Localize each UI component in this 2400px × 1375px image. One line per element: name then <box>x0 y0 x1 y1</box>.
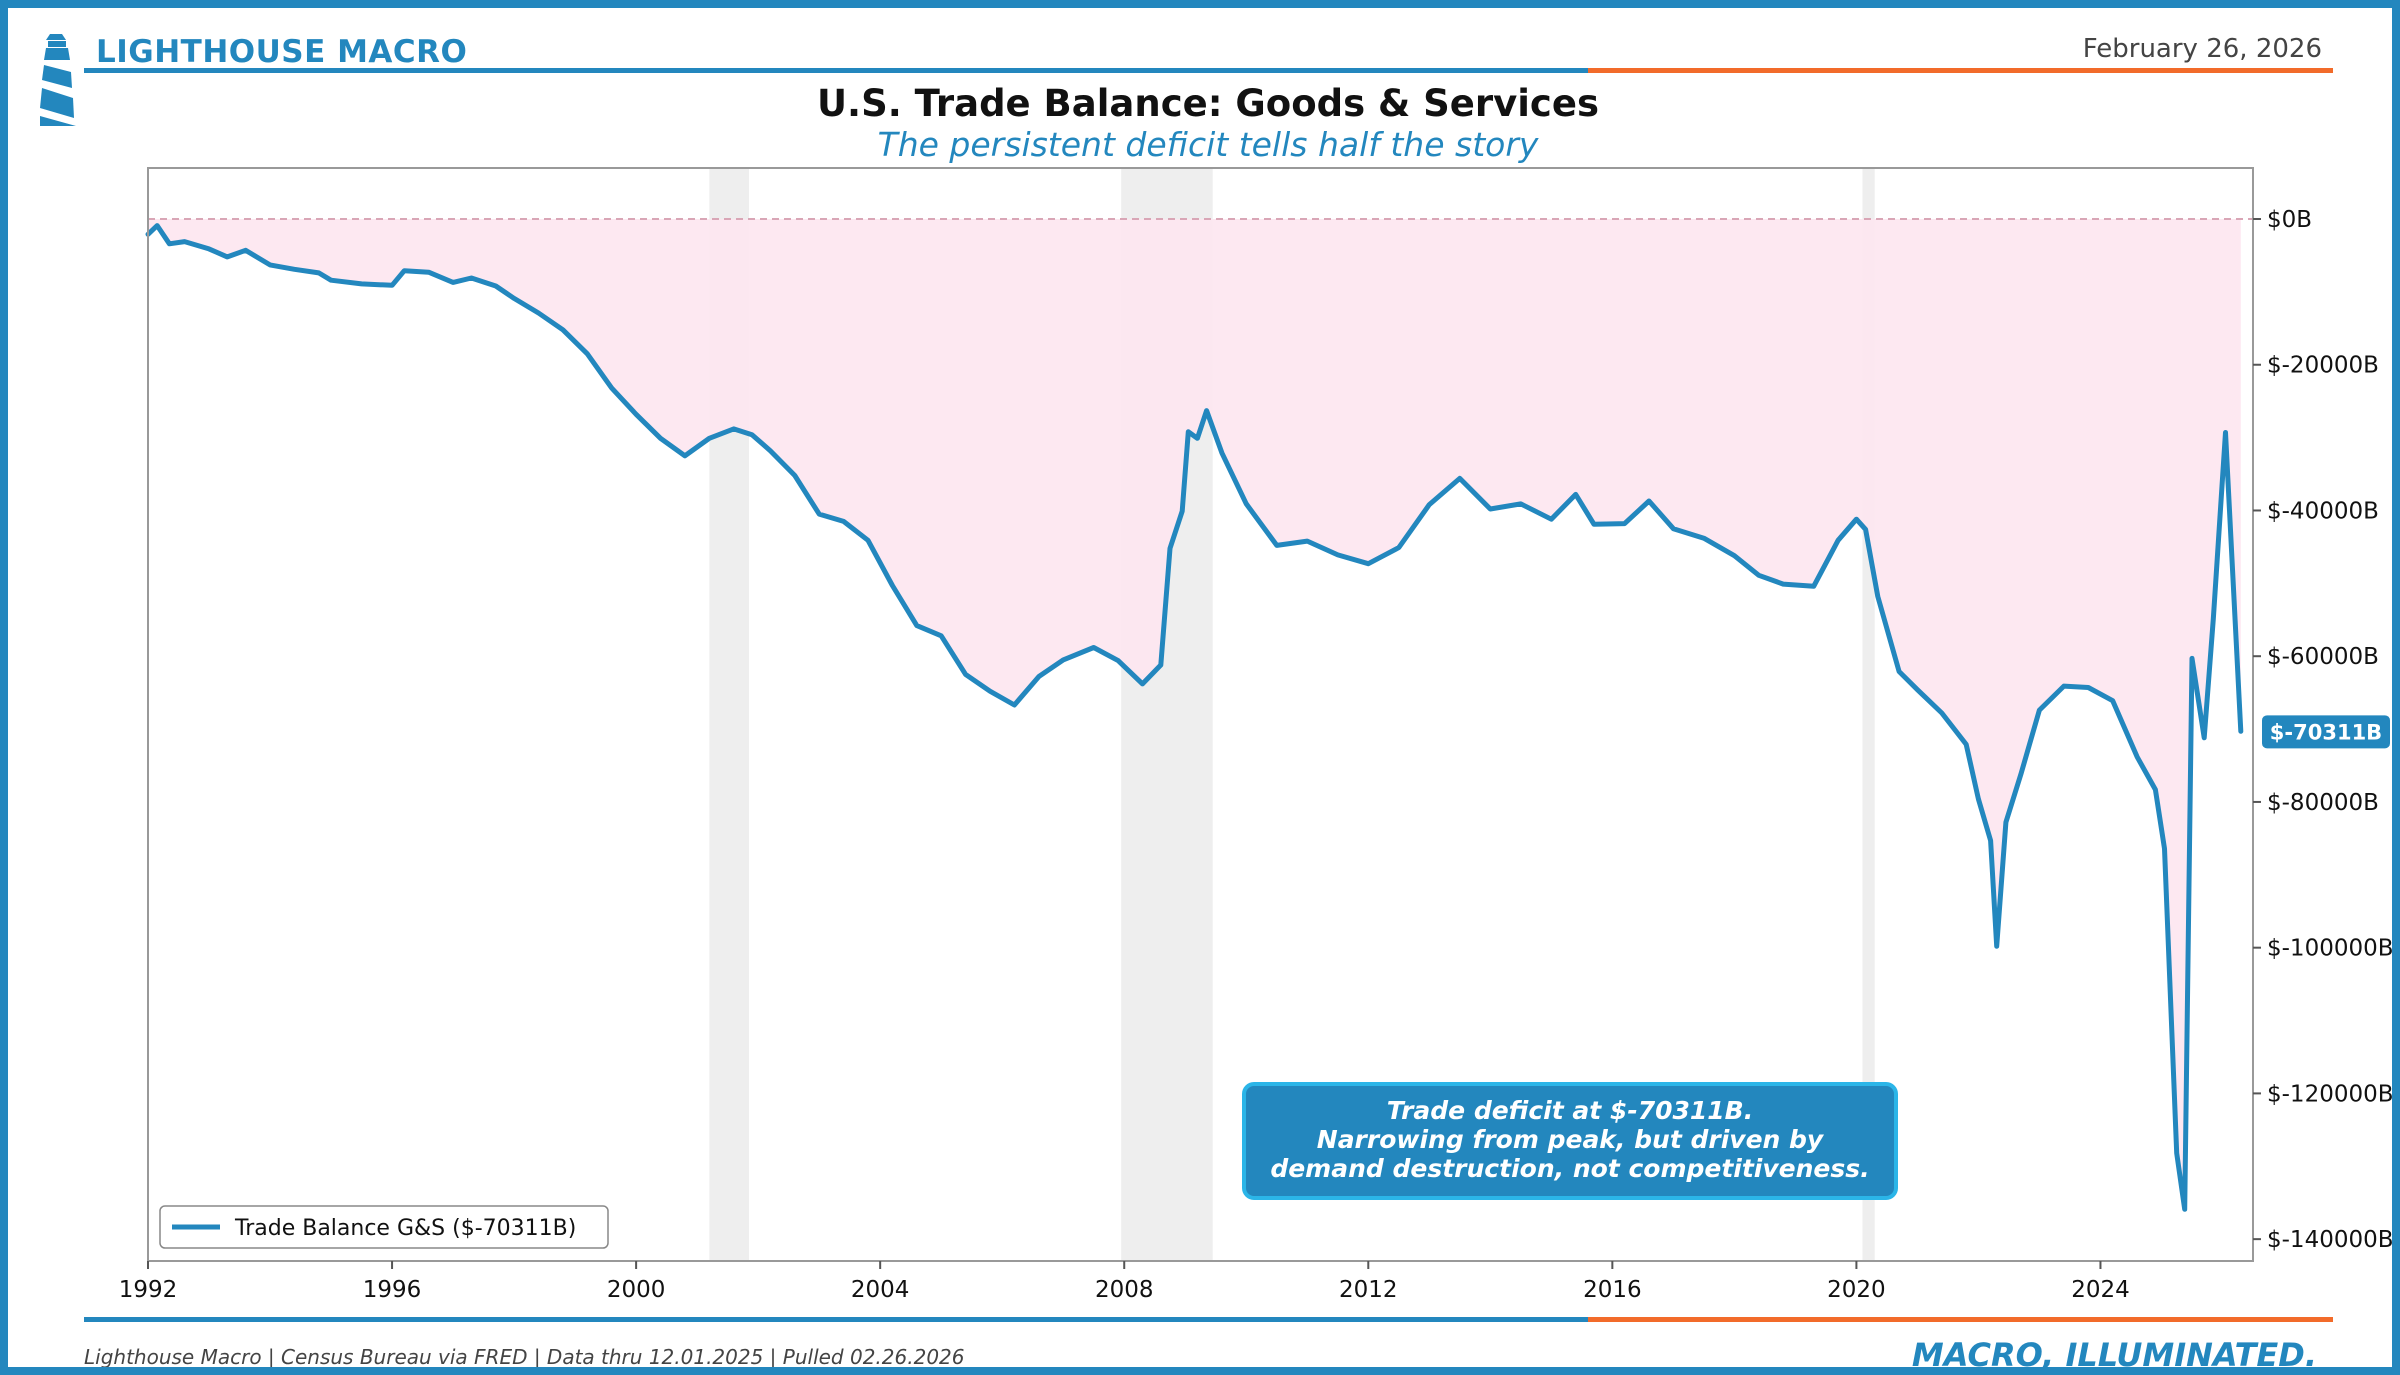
annotation-box <box>1242 1082 1898 1200</box>
legend-label: Trade Balance G&S ($-70311B) <box>234 1216 576 1241</box>
y-tick-label: $-40000B <box>2267 498 2379 524</box>
x-tick-label: 2020 <box>1827 1277 1886 1303</box>
report-date: February 26, 2026 <box>2082 34 2322 64</box>
chart-subtitle: The persistent deficit tells half the st… <box>877 125 1539 164</box>
trade-balance-line <box>145 223 2244 1212</box>
legend-box <box>159 1205 609 1249</box>
x-tick-label: 2008 <box>1095 1277 1154 1303</box>
annotation-line: demand destruction, not competitiveness. <box>1270 1154 1869 1183</box>
header-rule-orange <box>1588 68 2333 73</box>
y-tick-label: $-80000B <box>2267 790 2379 816</box>
x-tick-label: 2000 <box>607 1277 666 1303</box>
x-tick-label: 1992 <box>119 1277 178 1303</box>
y-tick-label: $-120000B <box>2267 1081 2392 1107</box>
x-tick-label: 2004 <box>851 1277 910 1303</box>
x-tick-label: 2016 <box>1583 1277 1642 1303</box>
trade-balance-chart: 1992 1996 2000 2004 2008 2012 2016 2020 2024 $0B $… <box>119 167 2392 1303</box>
deficit-area <box>148 219 2241 1210</box>
x-tick-label: 1996 <box>363 1277 422 1303</box>
footer-rule-blue <box>84 1317 1588 1322</box>
y-tick-label: $-140000B <box>2267 1227 2392 1253</box>
y-tick-label: $0B <box>2267 207 2312 233</box>
chart-title: U.S. Trade Balance: Goods & Services <box>817 82 1599 125</box>
last-value-label: $-70311B <box>2270 720 2382 744</box>
lighthouse-icon <box>40 34 76 126</box>
footer-source: Lighthouse Macro | Census Bureau via FRE… <box>84 1345 965 1369</box>
y-tick-label: $-100000B <box>2267 936 2392 962</box>
plot-frame <box>147 167 2254 1262</box>
header-rule-blue <box>84 68 1588 73</box>
x-tick-label: 2012 <box>1339 1277 1398 1303</box>
annotation-line: Trade deficit at $-70311B. <box>1387 1096 1753 1125</box>
last-value-badge <box>2262 715 2390 749</box>
y-tick-label: $-60000B <box>2267 644 2379 670</box>
footer-rule-orange <box>1588 1317 2333 1322</box>
annotation-line: Narrowing from peak, but driven by <box>1317 1125 1825 1154</box>
x-tick-label: 2024 <box>2071 1277 2130 1303</box>
y-tick-label: $-20000B <box>2267 353 2379 379</box>
brand-name: LIGHTHOUSE MACRO <box>96 34 468 70</box>
footer-tagline: MACRO, ILLUMINATED. <box>1911 1336 2317 1374</box>
